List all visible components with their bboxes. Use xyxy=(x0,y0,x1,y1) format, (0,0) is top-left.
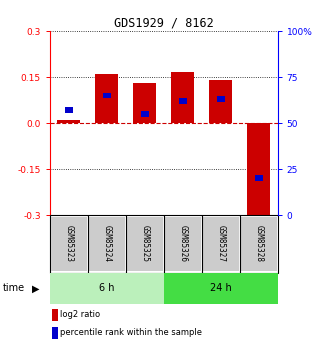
Bar xyxy=(247,123,270,215)
Bar xyxy=(209,80,232,123)
Bar xyxy=(95,74,118,123)
Text: GSM85323: GSM85323 xyxy=(64,225,73,262)
Text: GSM85325: GSM85325 xyxy=(140,225,149,262)
Text: percentile rank within the sample: percentile rank within the sample xyxy=(60,328,203,337)
Bar xyxy=(164,273,278,304)
Bar xyxy=(171,72,194,123)
Bar xyxy=(141,111,149,117)
Bar xyxy=(255,176,263,181)
Text: time: time xyxy=(3,283,25,293)
Bar xyxy=(127,217,162,271)
Text: log2 ratio: log2 ratio xyxy=(60,310,100,319)
Bar xyxy=(241,217,276,271)
Text: GSM85326: GSM85326 xyxy=(178,225,187,262)
Bar xyxy=(203,217,239,271)
Bar xyxy=(217,96,225,102)
Text: 24 h: 24 h xyxy=(210,283,231,293)
Text: GSM85328: GSM85328 xyxy=(254,225,263,262)
Bar xyxy=(52,327,58,338)
Bar xyxy=(133,83,156,123)
Title: GDS1929 / 8162: GDS1929 / 8162 xyxy=(114,17,213,30)
Bar xyxy=(57,120,80,123)
Bar xyxy=(103,93,111,98)
Text: ▶: ▶ xyxy=(32,283,39,293)
Bar xyxy=(89,217,125,271)
Bar xyxy=(65,107,73,113)
Bar xyxy=(179,98,187,104)
Bar xyxy=(165,217,201,271)
Bar xyxy=(50,273,164,304)
Bar xyxy=(51,217,87,271)
Text: 6 h: 6 h xyxy=(99,283,115,293)
Text: GSM85327: GSM85327 xyxy=(216,225,225,262)
Text: GSM85324: GSM85324 xyxy=(102,225,111,262)
Bar xyxy=(52,309,58,321)
